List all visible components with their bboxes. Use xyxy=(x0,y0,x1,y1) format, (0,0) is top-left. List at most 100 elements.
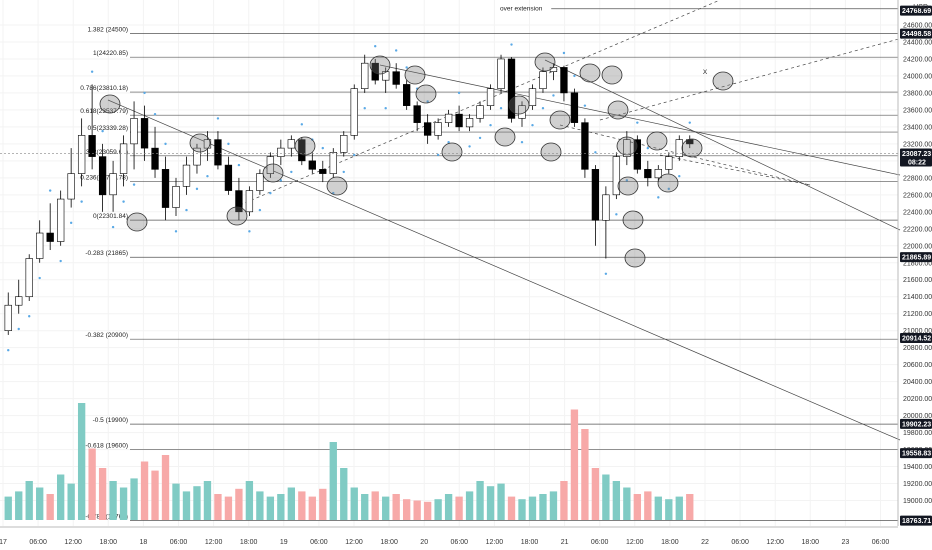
volume-bar xyxy=(245,481,254,520)
price-tick-label: 23200.00 xyxy=(903,141,932,148)
pivot-circle xyxy=(601,65,623,85)
annotation-text: over extension xyxy=(500,6,543,13)
price-tick-label: 22200.00 xyxy=(903,226,932,233)
volume-bar xyxy=(172,483,180,520)
indicator-dot xyxy=(615,213,618,216)
price-tick-label: 24600.00 xyxy=(903,22,932,29)
candle-body xyxy=(277,147,285,157)
price-badge-label: 19558.83 xyxy=(902,451,931,458)
volume-bar xyxy=(214,494,222,520)
pivot-circle xyxy=(657,173,679,193)
indicator-dot xyxy=(206,174,209,178)
time-axis[interactable]: 17 06:00 12:00 18:00 18 06:00 12:00 18:00 19 06:0… xyxy=(0,526,898,546)
volume-bar xyxy=(644,491,652,520)
volume-bar xyxy=(25,481,33,520)
candle-body xyxy=(392,71,400,85)
price-badge: 20914.52 xyxy=(900,332,932,343)
candle-body xyxy=(340,135,348,153)
time-tick-label: 06:00 xyxy=(29,539,47,546)
candle-body xyxy=(382,71,390,81)
pivot-circle xyxy=(681,138,703,158)
volume-bar xyxy=(413,500,421,520)
indicator-dot xyxy=(573,74,576,78)
annotations: over extension X xyxy=(500,6,898,76)
pivot-circle xyxy=(607,100,629,120)
indicator-dot xyxy=(153,112,157,116)
fib-label: -0.618 (19600) xyxy=(85,443,128,450)
price-badge-bg xyxy=(900,252,932,263)
volume-bar xyxy=(549,491,558,520)
candle-body xyxy=(612,156,621,196)
time-tick-label: 18:00 xyxy=(100,539,118,546)
candle-body xyxy=(675,139,683,157)
volume-bar xyxy=(455,496,463,520)
volume-bar xyxy=(15,491,23,520)
trend-line xyxy=(544,59,901,231)
volume-bars xyxy=(4,403,694,520)
volume-bar xyxy=(382,496,390,520)
price-badge: 18763.71 xyxy=(900,515,932,526)
candle-body xyxy=(497,58,505,89)
price-badge-label: 23087.23 xyxy=(902,151,931,158)
candle-body xyxy=(140,118,149,149)
pivot-circle xyxy=(294,136,316,156)
indicator-dot xyxy=(489,123,492,127)
pivot-circle xyxy=(549,110,571,130)
time-tick-label: 12:00 xyxy=(766,539,784,546)
candle-body xyxy=(465,118,474,128)
time-tick-label: 06:00 xyxy=(170,539,188,546)
volume-bar xyxy=(623,487,631,520)
fib-label: 1.382 (24500) xyxy=(88,26,128,33)
indicator-dot xyxy=(447,140,450,144)
indicator-dot xyxy=(646,146,650,150)
candle-body xyxy=(528,88,537,106)
candle-body xyxy=(560,67,568,94)
volume-bar xyxy=(277,494,285,520)
indicator-dot xyxy=(69,221,73,225)
candle-body xyxy=(539,71,547,89)
indicator-dot xyxy=(541,107,545,110)
volume-bar xyxy=(88,448,96,520)
candle-body xyxy=(581,122,589,170)
time-tick-label: 22 xyxy=(701,539,709,546)
price-badge-label: 18763.71 xyxy=(902,518,931,525)
indicator-dot xyxy=(80,200,83,203)
time-tick-label: 06:00 xyxy=(872,539,890,546)
candle-body xyxy=(161,169,170,208)
time-tick-label: 18:00 xyxy=(521,539,539,546)
indicator-dot xyxy=(374,45,377,48)
price-axis[interactable]: 19000.0019200.0019400.0019600.0019800.00… xyxy=(897,0,932,526)
price-tick-label: 22600.00 xyxy=(903,192,932,199)
price-tick-label: 23800.00 xyxy=(903,90,932,97)
candle-body xyxy=(507,58,516,119)
volume-bar xyxy=(161,455,170,520)
indicator-dot xyxy=(269,191,272,195)
candle-body xyxy=(591,169,600,221)
volume-bar xyxy=(67,483,75,520)
candle-body xyxy=(15,296,23,306)
price-badge-bg xyxy=(900,28,932,39)
volume-bar xyxy=(340,468,348,520)
volume-bar xyxy=(507,496,516,520)
price-badges: 24768.69 24498.58 23087.2308:22 21865.89 209… xyxy=(0,5,932,526)
pivot-circle xyxy=(579,63,601,83)
fib-label: 0.5(23339.28) xyxy=(88,125,128,132)
indicator-dot xyxy=(520,140,524,144)
volume-bar xyxy=(308,496,316,520)
time-tick-label: 12:00 xyxy=(345,539,363,546)
price-badge-bg xyxy=(900,5,932,16)
price-tick-label: 24200.00 xyxy=(903,56,932,63)
candle-body xyxy=(308,160,316,170)
volume-bar xyxy=(193,486,201,520)
candle-body xyxy=(570,92,579,123)
indicator-dot xyxy=(405,66,408,69)
price-tick-label: 20400.00 xyxy=(903,379,932,386)
pivot-circle xyxy=(624,248,646,268)
pivot-circle xyxy=(369,55,391,75)
volume-bar xyxy=(350,487,358,520)
indicator-dot xyxy=(583,104,587,107)
price-tick-label: 20200.00 xyxy=(903,396,932,403)
candle-body xyxy=(36,232,44,259)
